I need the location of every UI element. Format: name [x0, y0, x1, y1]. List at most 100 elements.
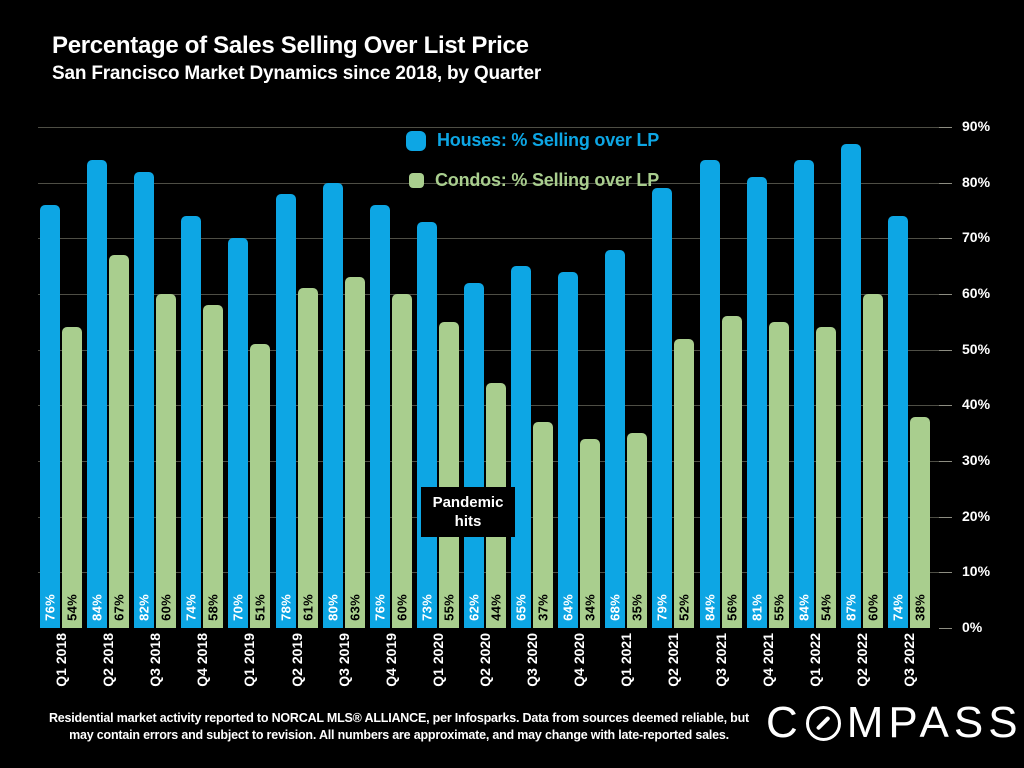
houses-bar: 87% — [840, 143, 861, 628]
houses-bar: 65% — [511, 266, 532, 628]
x-axis-cell: Q3 2019 — [323, 633, 365, 705]
x-axis-label: Q4 2021 — [759, 633, 776, 687]
bar-value-label: 60% — [158, 594, 174, 621]
chart-legend: Houses: % Selling over LP Condos: % Sell… — [406, 130, 659, 191]
compass-needle-icon — [805, 705, 841, 741]
bar-value-label: 55% — [441, 594, 457, 621]
bar-group: 62% 44% — [463, 127, 506, 628]
bar-plot-area: 76% 54% 84% 67% 82% 60% 74% 58% 70% 51% 78% 61% 80% 6… — [40, 127, 930, 628]
y-axis-label: 30% — [962, 452, 991, 468]
bar-group: 81% 55% — [746, 127, 789, 628]
y-axis-tick — [939, 238, 952, 240]
houses-bar: 73% — [416, 221, 437, 628]
pandemic-annotation: Pandemic hits — [421, 487, 515, 537]
condos-swatch — [409, 173, 424, 188]
x-axis-label: Q1 2022 — [806, 633, 823, 687]
x-axis: Q1 2018 Q2 2018 Q3 2018 Q4 2018 Q1 2019 Q2 20… — [40, 633, 930, 705]
bar-value-label: 60% — [394, 594, 410, 621]
gridline — [38, 294, 952, 295]
houses-swatch — [406, 130, 426, 151]
x-axis-cell: Q1 2018 — [40, 633, 82, 705]
bar-value-label: 80% — [325, 594, 341, 621]
y-axis-tick — [939, 405, 952, 407]
houses-bar: 82% — [134, 171, 155, 628]
y-axis-label: 40% — [962, 396, 991, 413]
x-axis-label: Q3 2019 — [335, 633, 352, 687]
houses-bar: 70% — [228, 238, 249, 628]
x-axis-cell: Q2 2018 — [87, 633, 129, 705]
condos-bar: 60% — [862, 294, 883, 628]
x-axis-label: Q2 2019 — [288, 633, 305, 687]
bar-value-label: 84% — [702, 594, 718, 621]
houses-legend-label: Houses: % Selling over LP — [437, 130, 660, 150]
houses-bar: 80% — [322, 182, 343, 628]
bar-group: 84% 67% — [87, 127, 130, 628]
x-axis-label: Q1 2019 — [241, 633, 258, 687]
x-axis-cell: Q3 2022 — [888, 633, 930, 705]
bar-group: 68% 35% — [605, 127, 648, 628]
pandemic-annotation-line2: hits — [454, 513, 482, 530]
bar-value-label: 64% — [560, 594, 576, 621]
gridline — [38, 349, 952, 351]
x-axis-label: Q2 2022 — [853, 633, 870, 687]
x-axis-label: Q4 2020 — [571, 633, 588, 687]
gridline — [38, 238, 952, 240]
bar-group: 79% 52% — [652, 127, 695, 628]
x-axis-cell: Q4 2019 — [370, 633, 412, 705]
x-axis-cell: Q4 2018 — [181, 633, 223, 705]
x-axis-label: Q1 2020 — [429, 633, 446, 687]
condos-bar: 52% — [674, 338, 695, 628]
bar-value-label: 68% — [607, 594, 623, 621]
houses-bar: 84% — [793, 160, 814, 628]
x-axis-label: Q1 2021 — [618, 633, 635, 687]
bar-value-label: 84% — [796, 594, 812, 621]
bar-group: 74% 58% — [181, 127, 224, 628]
y-axis-tick — [939, 572, 952, 574]
y-axis-label: 50% — [962, 340, 991, 357]
bar-value-label: 52% — [676, 594, 692, 621]
condos-bar: 35% — [627, 433, 648, 628]
houses-bar: 74% — [887, 216, 908, 628]
y-axis-tick — [939, 349, 952, 351]
bar-value-label: 67% — [111, 594, 127, 621]
x-axis-cell: Q3 2020 — [511, 633, 553, 705]
bar-value-label: 84% — [89, 594, 105, 621]
condos-bar: 55% — [438, 321, 459, 628]
y-axis-label: 80% — [962, 173, 991, 190]
x-axis-cell: Q1 2019 — [228, 633, 270, 705]
houses-bar: 62% — [463, 282, 484, 628]
page-subtitle: San Francisco Market Dynamics since 2018… — [52, 63, 542, 84]
chart-header: Percentage of Sales Selling Over List Pr… — [52, 32, 541, 85]
x-axis-cell: Q4 2021 — [747, 633, 789, 705]
x-axis-label: Q2 2021 — [665, 633, 682, 687]
condos-legend-label: Condos: % Selling over LP — [435, 170, 660, 190]
houses-bar: 84% — [699, 160, 720, 628]
bar-value-label: 81% — [749, 594, 765, 621]
x-axis-cell: Q1 2022 — [794, 633, 836, 705]
x-axis-label: Q4 2018 — [194, 633, 211, 687]
houses-bar: 78% — [275, 193, 296, 628]
bar-group: 80% 63% — [322, 127, 365, 628]
condos-bar: 63% — [344, 277, 365, 628]
x-axis-cell: Q4 2020 — [558, 633, 600, 705]
bar-group: 73% 55% — [416, 127, 459, 628]
x-axis-label: Q3 2021 — [712, 633, 729, 687]
bar-value-label: 82% — [136, 594, 152, 621]
houses-bar: 76% — [369, 204, 390, 628]
bar-value-label: 87% — [843, 594, 859, 621]
gridline — [38, 127, 952, 128]
y-axis-label: 20% — [962, 507, 991, 524]
bar-value-label: 74% — [890, 594, 906, 621]
bar-value-label: 70% — [230, 594, 246, 621]
condos-bar: 54% — [62, 327, 82, 628]
x-axis-cell: Q2 2020 — [464, 633, 506, 705]
disclaimer-line2: may contain errors and subject to revisi… — [69, 728, 729, 742]
bar-value-label: 76% — [42, 594, 58, 621]
bar-value-label: 35% — [629, 594, 645, 621]
bar-value-label: 38% — [912, 594, 928, 621]
y-axis-tick — [939, 294, 952, 295]
x-axis-label: Q3 2020 — [524, 633, 541, 687]
houses-bar: 84% — [87, 160, 108, 628]
disclaimer-text: Residential market activity reported to … — [42, 710, 756, 744]
